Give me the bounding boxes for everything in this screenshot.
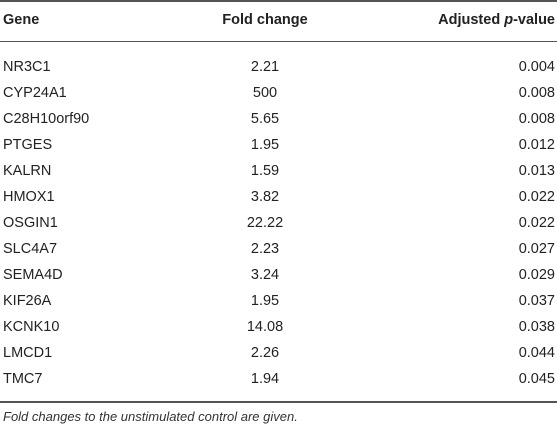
cell-gene: HMOX1	[3, 189, 55, 205]
table-row: LMCD1 2.26 0.044	[0, 341, 557, 365]
cell-gene: KCNK10	[3, 319, 60, 335]
cell-gene: CYP24A1	[3, 85, 67, 101]
header-p-suffix: -value	[513, 12, 555, 28]
cell-fold-change: 3.82	[250, 189, 280, 205]
cell-gene: KALRN	[3, 163, 52, 179]
cell-fold-change: 1.94	[250, 371, 280, 387]
cell-adjusted-p-value: 0.038	[518, 319, 555, 335]
cell-gene: SEMA4D	[3, 267, 63, 283]
table-footnote: Fold changes to the unstimulated control…	[3, 409, 298, 424]
cell-fold-change: 3.24	[250, 267, 280, 283]
cell-adjusted-p-value: 0.022	[518, 215, 555, 231]
cell-gene: C28H10orf90	[3, 111, 90, 127]
table-row: KCNK10 14.08 0.038	[0, 315, 557, 339]
table-bottom-rule	[0, 401, 557, 403]
cell-adjusted-p-value: 0.008	[518, 111, 555, 127]
header-gene: Gene	[3, 12, 40, 28]
cell-gene: OSGIN1	[3, 215, 58, 231]
header-adjusted-prefix: Adjusted	[438, 12, 505, 28]
table-row: TMC7 1.94 0.045	[0, 367, 557, 391]
table-row: KALRN 1.59 0.013	[0, 159, 557, 183]
cell-adjusted-p-value: 0.029	[518, 267, 555, 283]
cell-adjusted-p-value: 0.044	[518, 345, 555, 361]
cell-fold-change: 1.95	[250, 293, 280, 309]
header-p-italic: p	[504, 12, 514, 28]
cell-adjusted-p-value: 0.037	[518, 293, 555, 309]
table-row: OSGIN1 22.22 0.022	[0, 211, 557, 235]
cell-adjusted-p-value: 0.013	[518, 163, 555, 179]
table-row: SEMA4D 3.24 0.029	[0, 263, 557, 287]
table-row: C28H10orf90 5.65 0.008	[0, 107, 557, 131]
cell-adjusted-p-value: 0.045	[518, 371, 555, 387]
table-row: SLC4A7 2.23 0.027	[0, 237, 557, 261]
cell-fold-change: 2.21	[250, 59, 280, 75]
table-row: CYP24A1 500 0.008	[0, 81, 557, 105]
header-adjusted-p-value: Adjusted p-value	[438, 8, 555, 32]
table-row: KIF26A 1.95 0.037	[0, 289, 557, 313]
cell-adjusted-p-value: 0.012	[518, 137, 555, 153]
cell-adjusted-p-value: 0.022	[518, 189, 555, 205]
cell-fold-change: 2.23	[250, 241, 280, 257]
cell-gene: NR3C1	[3, 59, 51, 75]
cell-gene: LMCD1	[3, 345, 53, 361]
table-header-row: Gene Fold change Adjusted p-value	[0, 8, 557, 32]
table-header-rule	[0, 41, 557, 42]
cell-fold-change: 500	[252, 85, 278, 101]
cell-fold-change: 1.95	[250, 137, 280, 153]
cell-fold-change: 5.65	[250, 111, 280, 127]
table-row: NR3C1 2.21 0.004	[0, 55, 557, 79]
cell-gene: PTGES	[3, 137, 53, 153]
cell-gene: KIF26A	[3, 293, 52, 309]
table-top-rule	[0, 0, 557, 2]
cell-adjusted-p-value: 0.027	[518, 241, 555, 257]
cell-gene: TMC7	[3, 371, 43, 387]
cell-fold-change: 14.08	[246, 319, 284, 335]
cell-gene: SLC4A7	[3, 241, 58, 257]
cell-adjusted-p-value: 0.004	[518, 59, 555, 75]
cell-fold-change: 1.59	[250, 163, 280, 179]
cell-adjusted-p-value: 0.008	[518, 85, 555, 101]
table-row: HMOX1 3.82 0.022	[0, 185, 557, 209]
header-fold-change: Fold change	[222, 12, 308, 28]
table-row: PTGES 1.95 0.012	[0, 133, 557, 157]
cell-fold-change: 22.22	[246, 215, 284, 231]
cell-fold-change: 2.26	[250, 345, 280, 361]
